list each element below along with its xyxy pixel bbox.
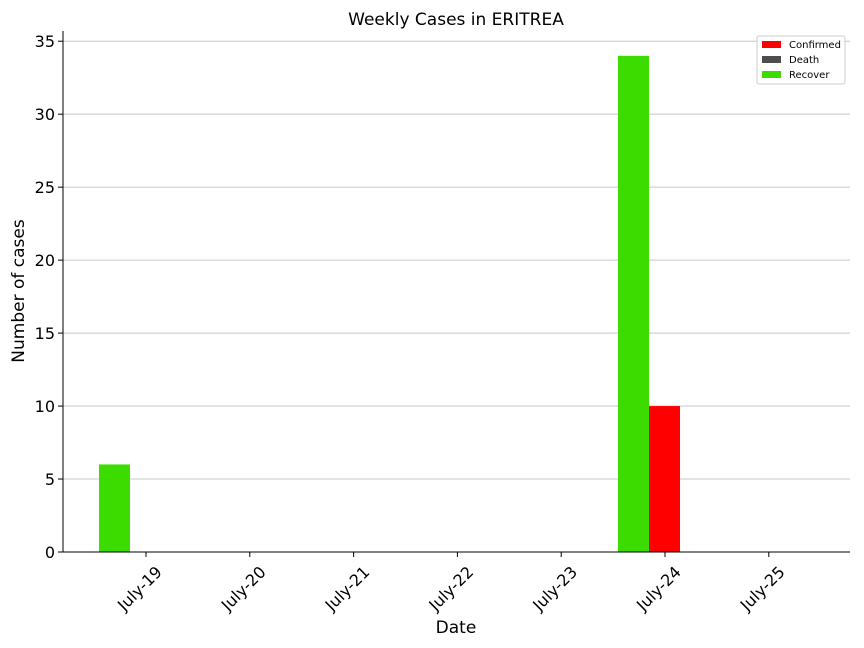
y-tick-label: 5 <box>45 470 55 489</box>
x-ticks: July-19 July-20 July-21 July-22 July-23 July-… <box>113 552 789 615</box>
x-tick-label: July-19 <box>113 562 166 615</box>
bar-recover <box>99 464 130 552</box>
legend-swatch <box>762 71 781 78</box>
y-tick-label: 20 <box>35 251 55 270</box>
y-tick-label: 30 <box>35 105 55 124</box>
chart-title: Weekly Cases in ERITREA <box>348 10 564 30</box>
y-tick-label: 15 <box>35 324 55 343</box>
bars <box>99 55 680 553</box>
y-tick-label: 0 <box>45 543 55 562</box>
x-tick-label: July-21 <box>321 562 374 615</box>
grid-lines <box>63 40 850 480</box>
legend: Confirmed Death Recover <box>756 35 846 85</box>
x-tick-label: July-25 <box>736 562 789 615</box>
legend-swatch <box>762 56 781 63</box>
x-tick-label: July-20 <box>217 562 270 615</box>
legend-label: Recover <box>789 70 830 81</box>
y-ticks: 0 5 10 15 20 25 30 35 <box>35 32 63 562</box>
y-tick-label: 25 <box>35 178 55 197</box>
x-tick-label: July-23 <box>528 562 581 615</box>
x-axis-label: Date <box>436 618 477 638</box>
y-tick-label: 10 <box>35 397 55 416</box>
legend-label: Death <box>789 55 819 66</box>
bar-confirmed <box>649 406 680 552</box>
legend-swatch <box>762 41 781 48</box>
y-axis-label: Number of cases <box>9 219 29 363</box>
x-tick-label: July-24 <box>632 562 685 615</box>
legend-label: Confirmed <box>789 40 841 51</box>
x-tick-label: July-22 <box>424 562 477 615</box>
y-tick-label: 35 <box>35 32 55 51</box>
bar-recover <box>618 55 649 553</box>
